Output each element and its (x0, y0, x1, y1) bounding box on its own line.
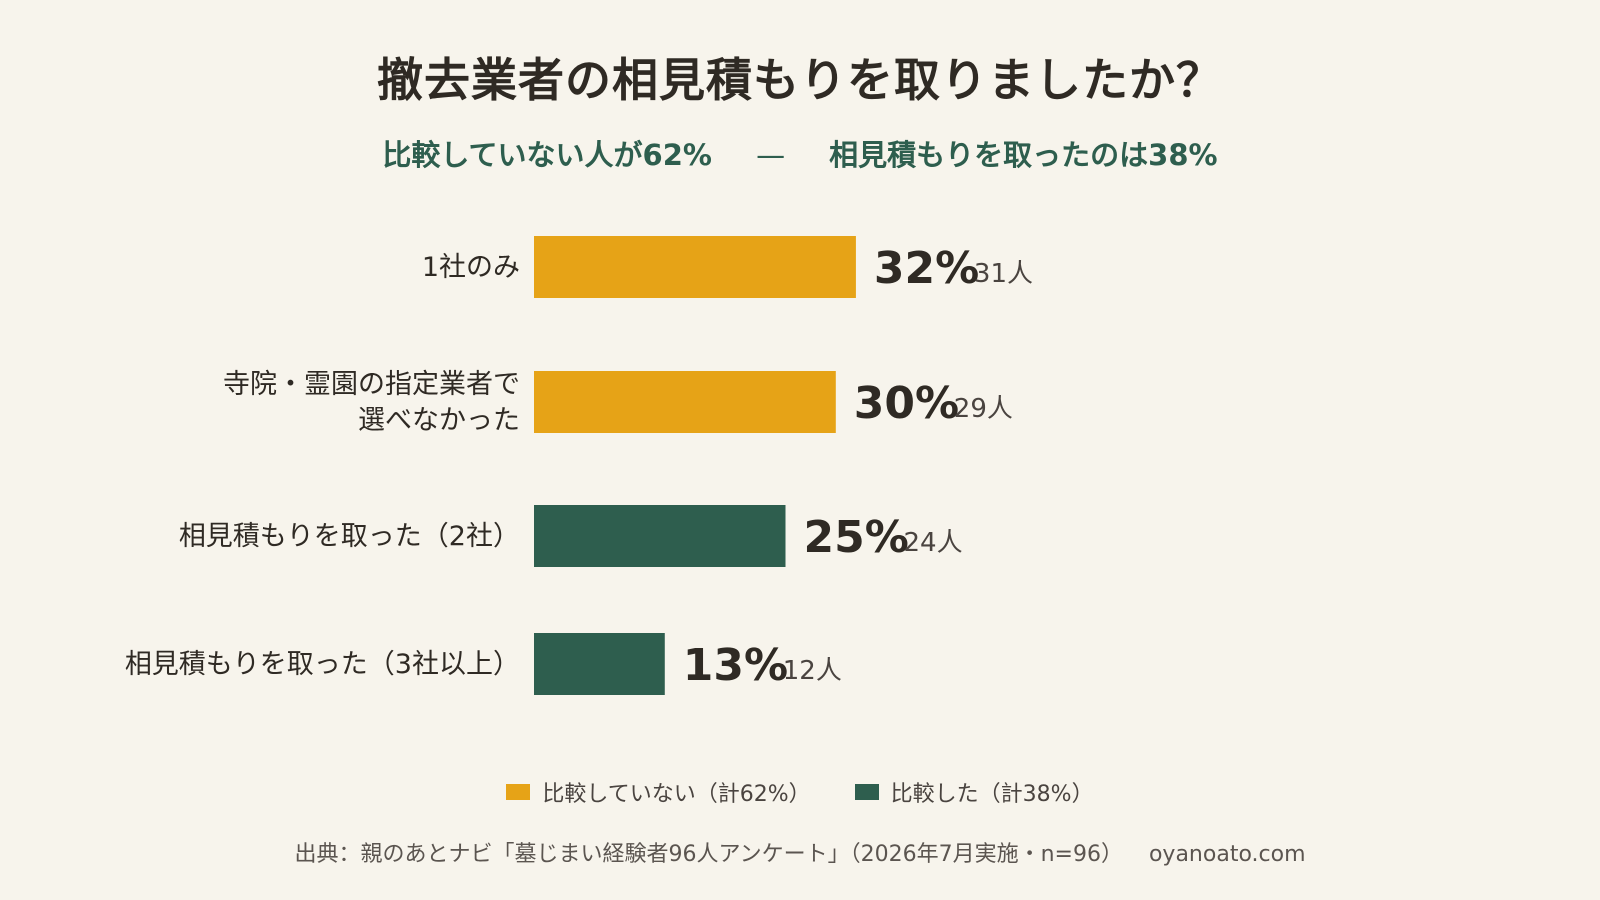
bar-2 (534, 371, 836, 433)
category-label-4: 相見積もりを取った（3社以上） (125, 649, 520, 680)
chart-subtitle: 比較していない人が62% — 相見積もりを取ったのは38% (0, 132, 1600, 174)
bar-1 (534, 236, 856, 298)
legend-swatch-compared (854, 784, 879, 800)
value-label-3: 25% (804, 512, 909, 563)
category-label-2-line-1: 寺院・霊園の指定業者で (223, 369, 520, 400)
count-label-4: 12人 (783, 656, 842, 686)
bar-3 (534, 505, 786, 567)
site-url: oyanoato.com (1148, 842, 1306, 867)
source-note: 出典：親のあとナビ「墓じまい経験者96人アンケート」（2026年7月実施・n=9… (0, 836, 1600, 868)
value-label-1: 32% (874, 243, 979, 294)
legend-item-not-compared: 比較していない（計62%） (506, 776, 811, 808)
subtitle-right: 相見積もりを取ったのは38% (829, 138, 1218, 172)
value-label-2: 30% (854, 378, 959, 429)
subtitle-separator: — (756, 138, 786, 172)
legend-item-compared: 比較した（計38%） (854, 776, 1094, 808)
bar-4 (534, 633, 665, 695)
count-label-1: 31人 (974, 259, 1033, 289)
category-label-3: 相見積もりを取った（2社） (179, 521, 520, 552)
count-label-3: 24人 (904, 528, 963, 558)
source-text: 出典：親のあとナビ「墓じまい経験者96人アンケート」（2026年7月実施・n=9… (294, 842, 1123, 867)
count-label-2: 29人 (954, 394, 1013, 424)
category-label-1: 1社のみ (422, 252, 520, 283)
value-label-4: 13% (683, 640, 788, 691)
subtitle-left: 比較していない人が62% (382, 138, 712, 172)
legend-label-not-compared: 比較していない（計62%） (542, 782, 811, 807)
chart-legend: 比較していない（計62%） 比較した（計38%） (0, 776, 1600, 808)
category-label-2-line-2: 選べなかった (358, 405, 520, 436)
legend-label-compared: 比較した（計38%） (890, 782, 1094, 807)
chart-title: 撤去業者の相見積もりを取りましたか？ (377, 53, 1223, 107)
legend-swatch-not-compared (506, 784, 531, 800)
